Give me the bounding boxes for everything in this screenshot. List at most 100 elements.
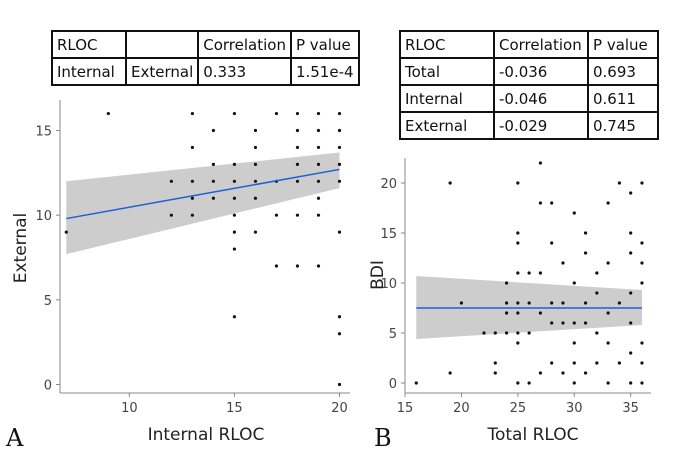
data-point [295,128,300,133]
table-cell: External [399,111,495,140]
y-tick-label: 0 [44,379,52,394]
data-point [516,381,520,385]
data-point [572,211,576,215]
data-point [274,111,279,116]
data-point [527,271,531,275]
data-point [516,231,520,235]
data-point [169,213,173,217]
y-axis-title: BDI [368,260,388,290]
x-tick-label: 15 [397,401,414,416]
data-point [640,381,644,385]
data-point [337,332,342,336]
data-point [595,361,599,365]
data-point [190,179,194,183]
data-point [504,301,509,305]
data-point [516,341,520,345]
scatter-plot-a: 10 15 20 0 5 10 15 Internal RLOC External A [5,100,350,452]
y-axis-title: External [11,213,31,284]
y-tick-label: 0 [389,377,397,392]
regression-line [66,168,340,220]
x-tick-label: 20 [453,401,470,416]
data-point [316,145,321,150]
data-point [606,341,610,345]
data-point [629,291,633,295]
data-point [606,261,610,265]
data-point [572,381,576,385]
data-point [253,196,258,200]
data-point [527,301,531,305]
scatter-plot-b: 15 20 25 30 35 0 5 10 15 20 Total RLOC BDI B [368,158,651,452]
x-tick-label: 35 [622,401,639,416]
data-point [640,361,644,365]
data-point [232,247,237,251]
data-point [414,381,418,385]
data-point [516,241,520,245]
data-point [169,179,173,183]
data-point [316,111,321,116]
data-point [538,201,543,205]
data-point [583,321,588,325]
data-point [583,371,588,375]
x-axis-title: Internal RLOC [148,425,265,445]
data-point [337,230,342,234]
panel-label: B [374,424,392,452]
data-point [232,196,237,200]
table-cell: External [124,57,200,86]
data-point [516,331,520,335]
table-cell: 0.333 [197,57,292,86]
table-cell: Correlation [197,30,292,59]
y-tick-label: 5 [389,327,397,342]
data-point [561,301,565,305]
data-point [316,128,321,133]
table-cell: -0.029 [493,111,589,140]
x-tick-label: 10 [121,401,138,416]
data-point [316,162,321,166]
data-point [572,321,576,325]
table-cell: -0.036 [493,57,589,86]
data-point [561,371,565,375]
data-point [448,181,452,185]
data-point [538,371,543,375]
table-row: RLOC Correlation P value [51,30,360,59]
data-point [232,179,237,183]
y-tick-label: 15 [35,124,52,139]
data-point [337,382,342,387]
data-point [538,311,543,315]
data-point [493,331,497,335]
data-point [253,179,258,183]
data-point [232,162,237,166]
table-row: RLOC Correlation P value [399,30,659,59]
table-cell: RLOC [51,30,127,59]
data-point [583,231,588,235]
data-point [232,213,237,217]
data-point [274,213,279,217]
data-point [550,361,554,365]
data-point [606,311,610,315]
data-point [274,264,279,268]
data-point [629,381,633,385]
data-point [504,331,509,335]
data-point [190,196,194,200]
data-point [629,231,633,235]
data-point [504,281,509,285]
data-point [617,181,622,185]
data-point [493,371,497,375]
panel-label: A [5,424,24,452]
data-point [253,230,258,234]
data-point [337,179,342,183]
table-row: Internal External 0.333 1.51e-4 [51,57,360,86]
data-point [561,321,565,325]
correlation-table-a: RLOC Correlation P value Internal Extern… [51,30,360,86]
data-point [190,145,194,150]
x-tick-label: 30 [566,401,583,416]
data-point [606,381,610,385]
data-point [253,145,258,150]
x-tick-label: 15 [226,401,243,416]
data-point [516,301,520,305]
data-point [211,196,216,200]
table-cell [124,30,200,59]
data-point [316,196,321,200]
data-point [448,371,452,375]
data-point [232,315,237,319]
